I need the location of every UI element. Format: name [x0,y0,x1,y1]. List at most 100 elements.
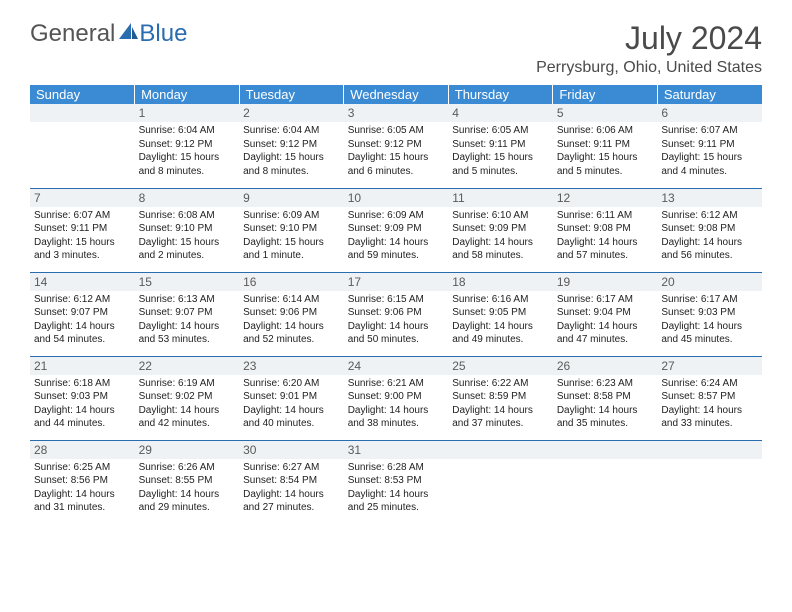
day-info-line: Daylight: 14 hours [557,236,654,250]
day-info-line: Sunrise: 6:23 AM [557,377,654,391]
day-info-line: Sunrise: 6:19 AM [139,377,236,391]
day-info-line: and 50 minutes. [348,333,445,347]
calendar-week-row: 1Sunrise: 6:04 AMSunset: 9:12 PMDaylight… [30,104,762,188]
calendar-day-cell [553,440,658,524]
day-info-line: Sunrise: 6:25 AM [34,461,131,475]
calendar-day-cell: 18Sunrise: 6:16 AMSunset: 9:05 PMDayligh… [448,272,553,356]
day-info-line: Sunrise: 6:06 AM [557,124,654,138]
day-info-line: Daylight: 14 hours [34,320,131,334]
calendar-day-cell: 20Sunrise: 6:17 AMSunset: 9:03 PMDayligh… [657,272,762,356]
calendar-day-cell: 1Sunrise: 6:04 AMSunset: 9:12 PMDaylight… [135,104,240,188]
day-number: 8 [135,189,240,207]
day-number: 31 [344,441,449,459]
day-info-line: Sunrise: 6:15 AM [348,293,445,307]
day-info-line: Daylight: 14 hours [452,404,549,418]
day-info-line: Daylight: 15 hours [243,236,340,250]
day-number: 27 [657,357,762,375]
day-number: 5 [553,104,658,122]
day-info-line: Sunrise: 6:04 AM [243,124,340,138]
day-info-line: Sunrise: 6:05 AM [452,124,549,138]
day-info-line: Sunset: 9:09 PM [348,222,445,236]
calendar-day-cell: 24Sunrise: 6:21 AMSunset: 9:00 PMDayligh… [344,356,449,440]
location-text: Perrysburg, Ohio, United States [536,59,762,77]
weekday-header: Sunday [30,85,135,104]
day-info-line: and 31 minutes. [34,501,131,515]
day-info-line: Sunrise: 6:08 AM [139,209,236,223]
calendar-day-cell: 9Sunrise: 6:09 AMSunset: 9:10 PMDaylight… [239,188,344,272]
day-number: 24 [344,357,449,375]
day-info-line: Daylight: 15 hours [348,151,445,165]
day-info-line: Daylight: 14 hours [557,320,654,334]
day-info-line: Daylight: 14 hours [348,236,445,250]
day-info-line: Sunset: 8:57 PM [661,390,758,404]
day-number [448,441,553,459]
day-info-line: Sunset: 9:10 PM [139,222,236,236]
sail-icon [117,20,139,48]
day-info-line: Sunrise: 6:17 AM [661,293,758,307]
calendar-day-cell: 21Sunrise: 6:18 AMSunset: 9:03 PMDayligh… [30,356,135,440]
day-info-line: and 5 minutes. [452,165,549,179]
day-info-line: Sunrise: 6:09 AM [243,209,340,223]
day-info-line: Sunset: 9:03 PM [661,306,758,320]
calendar-week-row: 7Sunrise: 6:07 AMSunset: 9:11 PMDaylight… [30,188,762,272]
day-info-line: and 5 minutes. [557,165,654,179]
day-info-line: Daylight: 14 hours [661,236,758,250]
calendar-table: Sunday Monday Tuesday Wednesday Thursday… [30,85,762,524]
day-info-line: and 3 minutes. [34,249,131,263]
day-info-line: Sunset: 9:11 PM [557,138,654,152]
day-info-line: Daylight: 14 hours [243,320,340,334]
day-info-line: Sunrise: 6:18 AM [34,377,131,391]
day-info-line: Sunset: 8:58 PM [557,390,654,404]
day-number: 22 [135,357,240,375]
day-info-line: Daylight: 15 hours [139,236,236,250]
day-info-line: Sunrise: 6:20 AM [243,377,340,391]
day-number: 20 [657,273,762,291]
day-info-line: and 25 minutes. [348,501,445,515]
day-number: 18 [448,273,553,291]
day-info-line: Sunrise: 6:07 AM [661,124,758,138]
day-info-line: Sunrise: 6:24 AM [661,377,758,391]
day-info-line: and 59 minutes. [348,249,445,263]
day-info-line: Sunset: 8:56 PM [34,474,131,488]
day-info-line: Daylight: 14 hours [139,488,236,502]
day-info-line: Daylight: 14 hours [139,320,236,334]
brand-logo: General Blue [30,20,187,48]
day-number: 21 [30,357,135,375]
calendar-day-cell: 11Sunrise: 6:10 AMSunset: 9:09 PMDayligh… [448,188,553,272]
day-info-line: Sunset: 8:53 PM [348,474,445,488]
day-info-line: Daylight: 14 hours [139,404,236,418]
day-info-line: Sunrise: 6:12 AM [34,293,131,307]
day-number: 12 [553,189,658,207]
day-info-line: Sunset: 9:02 PM [139,390,236,404]
day-info-line: Sunset: 8:55 PM [139,474,236,488]
calendar-day-cell: 10Sunrise: 6:09 AMSunset: 9:09 PMDayligh… [344,188,449,272]
day-info-line: and 8 minutes. [243,165,340,179]
calendar-day-cell: 7Sunrise: 6:07 AMSunset: 9:11 PMDaylight… [30,188,135,272]
weekday-header: Friday [553,85,658,104]
page-header: General Blue July 2024 Perrysburg, Ohio,… [30,20,762,77]
day-number: 7 [30,189,135,207]
day-info-line: Sunrise: 6:16 AM [452,293,549,307]
day-info-line: Sunset: 9:11 PM [452,138,549,152]
day-info-line: and 33 minutes. [661,417,758,431]
weekday-header-row: Sunday Monday Tuesday Wednesday Thursday… [30,85,762,104]
logo-text-general: General [30,20,115,48]
day-info-line: Sunset: 9:09 PM [452,222,549,236]
day-info-line: Sunset: 9:11 PM [34,222,131,236]
calendar-day-cell: 22 Sunrise: 6:19 AMSunset: 9:02 PMDayligh… [135,356,240,440]
calendar-day-cell: 17Sunrise: 6:15 AMSunset: 9:06 PMDayligh… [344,272,449,356]
day-info-line: Daylight: 14 hours [243,404,340,418]
day-info-line: Sunset: 9:03 PM [34,390,131,404]
day-info-line: Sunset: 8:54 PM [243,474,340,488]
calendar-day-cell: 30Sunrise: 6:27 AMSunset: 8:54 PMDayligh… [239,440,344,524]
day-info-line: and 8 minutes. [139,165,236,179]
day-info-line: Sunrise: 6:17 AM [557,293,654,307]
day-info-line: Sunset: 9:07 PM [34,306,131,320]
day-info-line: Daylight: 15 hours [661,151,758,165]
day-info-line: and 53 minutes. [139,333,236,347]
day-info-line: Daylight: 14 hours [348,404,445,418]
day-info-line: Sunrise: 6:11 AM [557,209,654,223]
day-info-line: Sunrise: 6:05 AM [348,124,445,138]
calendar-day-cell [448,440,553,524]
day-info-line: and 6 minutes. [348,165,445,179]
